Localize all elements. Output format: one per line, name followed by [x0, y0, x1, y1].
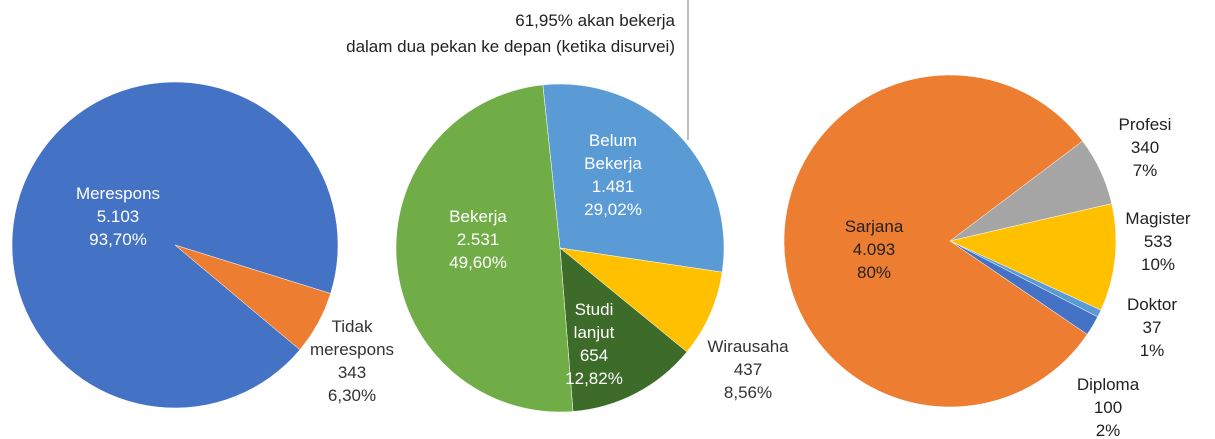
pie-slice: [174, 244, 331, 351]
value-label: 437: [733, 360, 763, 379]
value-label: 343: [337, 363, 367, 382]
slice-label: Doktor 37 1%: [1107, 293, 1197, 362]
value-label: 100: [1093, 398, 1123, 417]
value-label: 654: [579, 346, 609, 365]
annotation: dalam dua pekan ke depan (ketika disurve…: [346, 37, 675, 56]
category-label: Tidak merespons: [309, 317, 395, 359]
slice-label: Belum Bekerja 1.481 29,02%: [573, 129, 653, 221]
category-label: Diploma: [1076, 375, 1140, 394]
value-label: 533: [1143, 232, 1173, 251]
value-label: 37: [1142, 318, 1162, 337]
percent-label: 80%: [856, 263, 892, 282]
category-label: Wirausaha: [707, 337, 789, 356]
value-label: 5.103: [96, 207, 140, 226]
percent-label: 93,70%: [89, 230, 147, 249]
slice-label: Bekerja 2.531 49,60%: [428, 205, 528, 274]
value-label: 2.531: [456, 230, 500, 249]
pie-slice: [559, 247, 688, 412]
percent-label: 8,56%: [723, 383, 773, 402]
slice-label: Tidak merespons 343 6,30%: [307, 315, 397, 407]
percent-label: 1%: [1139, 341, 1165, 360]
category-label: Sarjana: [844, 217, 904, 236]
slice-label: Sarjana 4.093 80%: [824, 215, 924, 284]
value-label: 340: [1130, 138, 1160, 157]
percent-label: 6,30%: [327, 386, 377, 405]
slice-label: Profesi 340 7%: [1100, 113, 1190, 182]
slice-label: Merespons 5.103 93,70%: [58, 182, 178, 251]
percent-label: 49,60%: [449, 253, 507, 272]
slice-label: Magister 533 10%: [1113, 207, 1203, 276]
slice-label: Wirausaha 437 8,56%: [688, 335, 808, 404]
slice-label: Diploma 100 2%: [1063, 373, 1153, 439]
annotation: 61,95% akan bekerja: [515, 11, 675, 30]
percent-label: 10%: [1140, 255, 1176, 274]
category-label: Merespons: [75, 184, 161, 203]
percent-label: 12,82%: [565, 369, 623, 388]
category-label: Magister: [1125, 209, 1191, 228]
percent-label: 7%: [1132, 161, 1158, 180]
percent-label: 2%: [1095, 421, 1121, 439]
category-label: Belum Bekerja: [584, 131, 642, 173]
category-label: Studi lanjut: [573, 300, 615, 342]
category-label: Profesi: [1118, 115, 1172, 134]
pie-slice: [783, 74, 1088, 408]
percent-label: 29,02%: [584, 200, 642, 219]
pie-slice: [395, 84, 574, 413]
slice-label: Studi lanjut 654 12,82%: [564, 298, 624, 390]
pie-slice: [542, 83, 725, 273]
value-label: 1.481: [591, 177, 635, 196]
value-label: 4.093: [852, 240, 896, 259]
pie-slice: [949, 203, 1117, 311]
category-label: Doktor: [1126, 295, 1178, 314]
pie-slice: [559, 247, 723, 353]
category-label: Bekerja: [449, 207, 507, 226]
